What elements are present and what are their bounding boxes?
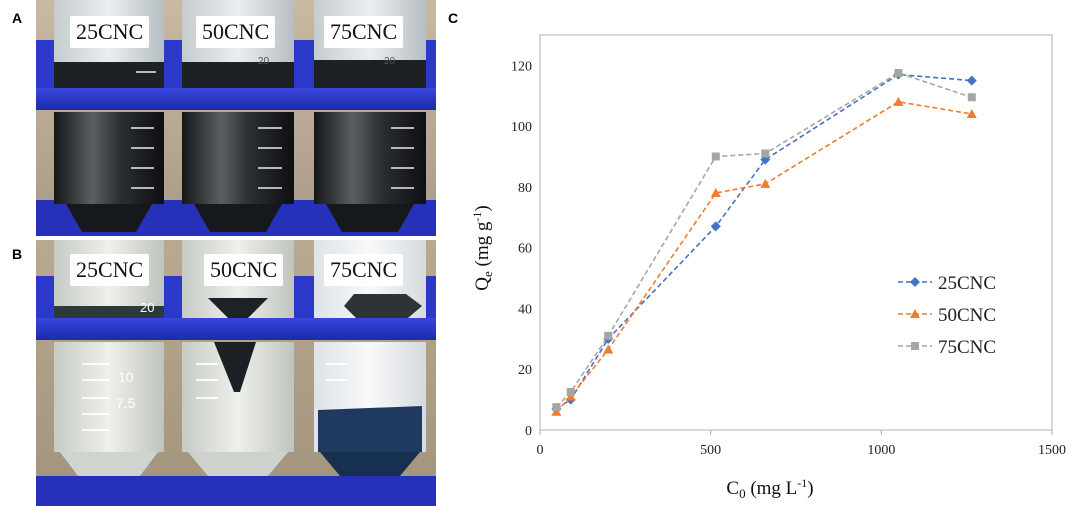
plot-frame — [539, 34, 1053, 431]
tube-mark-a-2: 20 — [384, 56, 396, 67]
panel-label-a: A — [12, 10, 23, 26]
tube-label-b-50cnc: 50CNC — [204, 254, 284, 286]
y-tick-label: 100 — [511, 120, 532, 135]
tube-b-3 — [314, 240, 426, 476]
tube-label-b-25cnc: 25CNC — [70, 254, 150, 286]
x-axis-ticks: 0 500 1000 1500 — [537, 430, 1066, 458]
tube-mark-a-1: 20 — [258, 56, 270, 67]
tube-mark-b-7-5: 7.5 — [116, 395, 136, 411]
point-75cnc — [761, 149, 770, 158]
point-50cnc — [710, 188, 721, 197]
tube-b-1 — [54, 240, 164, 476]
plot-border — [539, 34, 1053, 431]
point-50cnc — [565, 391, 576, 401]
x-tick-label: 1000 — [867, 443, 895, 458]
tube-label-a-75cnc: 75CNC — [324, 16, 404, 48]
point-25cnc — [966, 75, 977, 86]
graduations-a — [131, 71, 414, 189]
rack-bar-a — [36, 88, 436, 110]
y-axis-ticks: 0 20 40 60 80 100 120 — [511, 59, 532, 439]
panel-label-b: B — [12, 246, 23, 262]
graduations-b — [82, 363, 348, 431]
rack-bar-b — [36, 318, 436, 340]
tube-label-a-50cnc: 50CNC — [196, 16, 276, 48]
x-axis-title: C0 (mg L-1) — [726, 476, 813, 501]
point-75cnc — [552, 403, 561, 412]
point-75cnc — [894, 68, 903, 77]
legend-label-75cnc: 75CNC — [938, 337, 996, 358]
legend-label-50cnc: 50CNC — [938, 305, 996, 326]
point-50cnc — [551, 406, 562, 416]
y-tick-label: 40 — [518, 302, 532, 317]
x-tick-label: 1500 — [1038, 443, 1066, 458]
tube-label-b-75cnc: 75CNC — [324, 254, 404, 286]
point-50cnc — [893, 96, 904, 106]
x-tick-label: 500 — [700, 443, 721, 458]
tube-label-a-25cnc: 25CNC — [70, 16, 150, 48]
legend-marker-25cnc — [910, 277, 920, 287]
panel-label-c: C — [448, 10, 459, 26]
series-line-25cnc — [555, 73, 972, 410]
series-points — [551, 68, 977, 416]
y-tick-label: 20 — [518, 363, 532, 378]
series-lines — [555, 72, 973, 413]
tube-a-1 — [54, 0, 164, 232]
legend: 25CNC 50CNC 75CNC — [898, 273, 996, 358]
photo-b: 20 10 7.5 25CNC 50CNC 75CNC — [36, 240, 436, 506]
point-75cnc — [967, 93, 976, 102]
legend-marker-75cnc — [911, 342, 919, 350]
point-50cnc — [966, 109, 977, 118]
y-tick-label: 60 — [518, 242, 532, 257]
point-75cnc — [711, 152, 720, 161]
point-50cnc — [603, 344, 614, 354]
legend-marker-50cnc — [910, 309, 920, 318]
y-tick-label: 120 — [511, 59, 532, 74]
y-axis-title: Qe (mg g-1) — [470, 205, 495, 290]
tube-mark-b-10: 10 — [118, 369, 134, 385]
photo-a: 20 20 25CNC 50CNC 75CNC — [36, 0, 436, 236]
y-tick-label: 80 — [518, 181, 532, 196]
point-50cnc — [760, 178, 771, 188]
tube-mark-b-20: 20 — [140, 300, 154, 315]
series-line-75cnc — [555, 72, 973, 408]
series-line-50cnc — [555, 101, 972, 413]
x-tick-label: 0 — [537, 443, 544, 458]
y-tick-label: 0 — [525, 424, 532, 439]
point-25cnc — [710, 221, 721, 232]
adsorption-chart: 0 20 40 60 80 100 120 0 500 1000 1500 25CNC 50CNC 7… — [470, 34, 1066, 501]
point-75cnc — [566, 388, 575, 397]
legend-label-25cnc: 25CNC — [938, 273, 996, 294]
point-75cnc — [604, 331, 613, 340]
